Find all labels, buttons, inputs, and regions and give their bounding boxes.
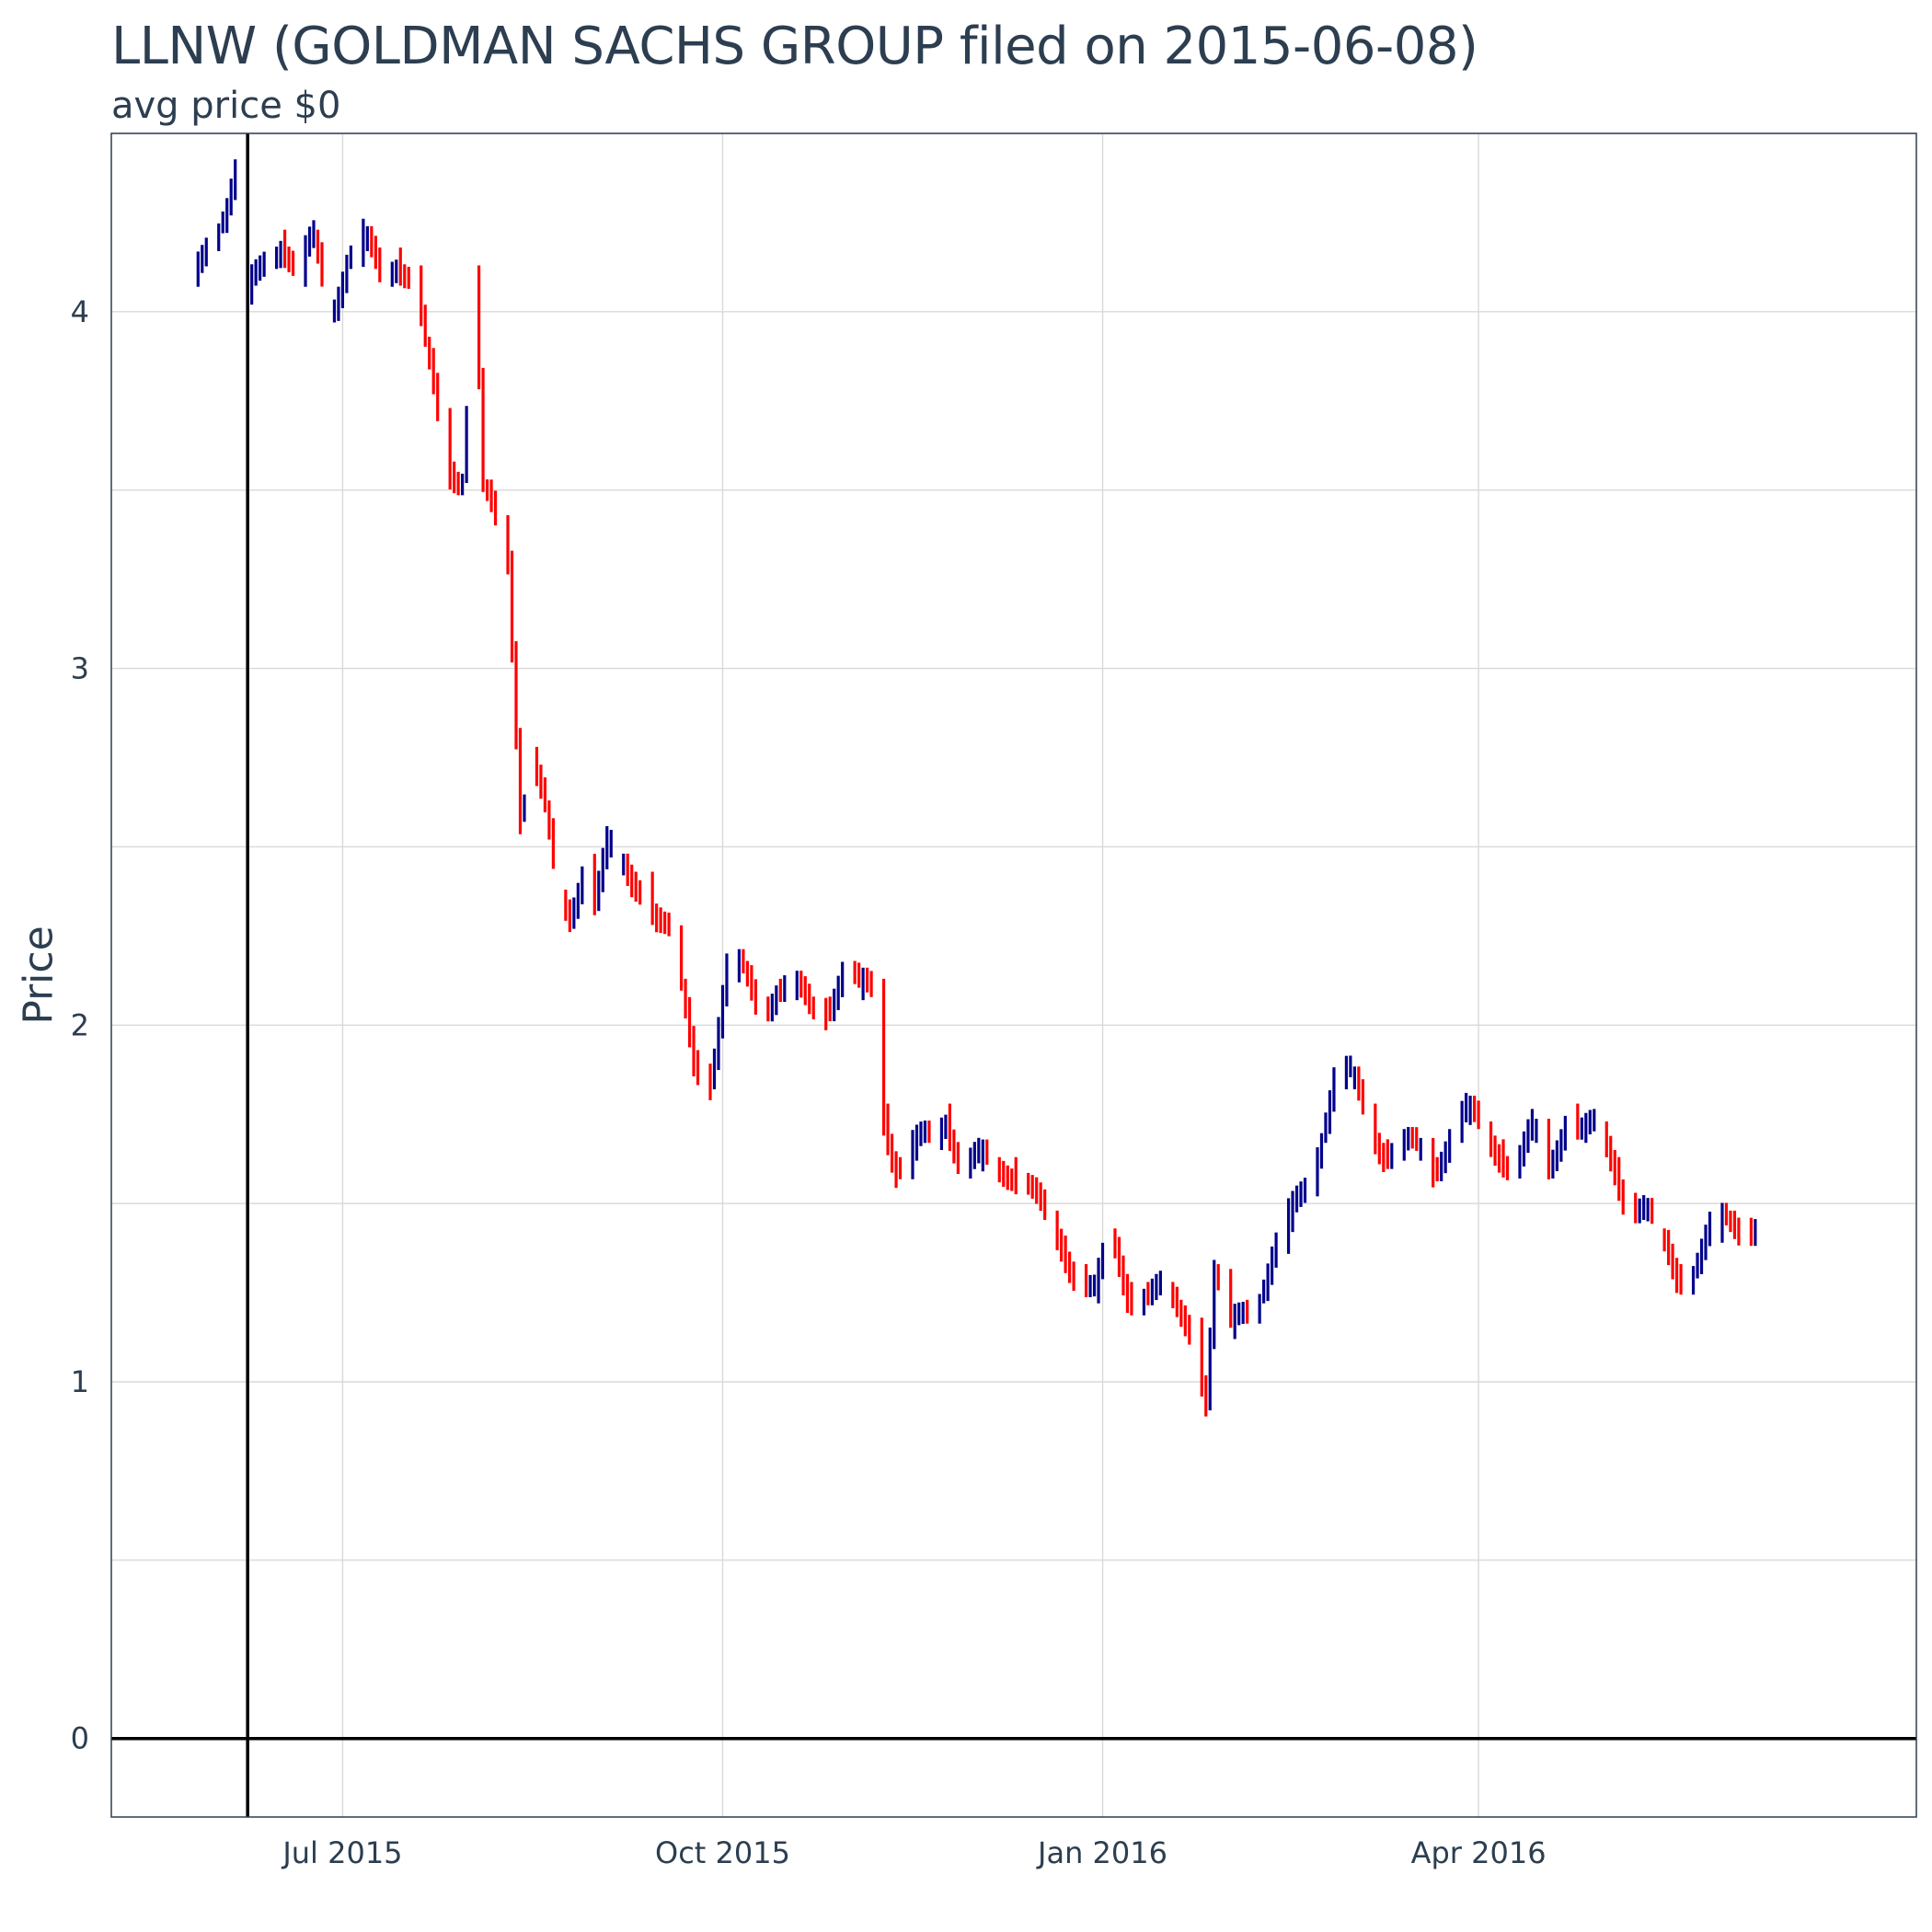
y-tick-label: 1 (71, 1364, 89, 1399)
x-tick-label: Oct 2015 (655, 1835, 790, 1870)
y-tick-label: 2 (71, 1007, 89, 1042)
chart-title: LLNW (GOLDMAN SACHS GROUP filed on 2015-… (111, 17, 1478, 76)
reference-lines (111, 133, 1916, 1817)
y-tick-label: 3 (71, 651, 89, 686)
price-bars (196, 159, 1757, 1417)
x-tick-label: Apr 2016 (1411, 1835, 1547, 1870)
y-tick-label: 0 (71, 1721, 89, 1756)
y-tick-label: 4 (71, 294, 89, 329)
x-tick-label: Jan 2016 (1036, 1835, 1167, 1870)
x-tick-label: Jul 2015 (281, 1835, 402, 1870)
x-tick-labels: Jul 2015 Oct 2015 Jan 2016 Apr 2016 (281, 1835, 1546, 1870)
plot-frame (110, 132, 1917, 1818)
y-tick-labels: 0 1 2 3 4 (71, 294, 89, 1756)
grid-lines (111, 132, 1916, 1817)
chart-subtitle: avg price $0 (111, 85, 341, 127)
